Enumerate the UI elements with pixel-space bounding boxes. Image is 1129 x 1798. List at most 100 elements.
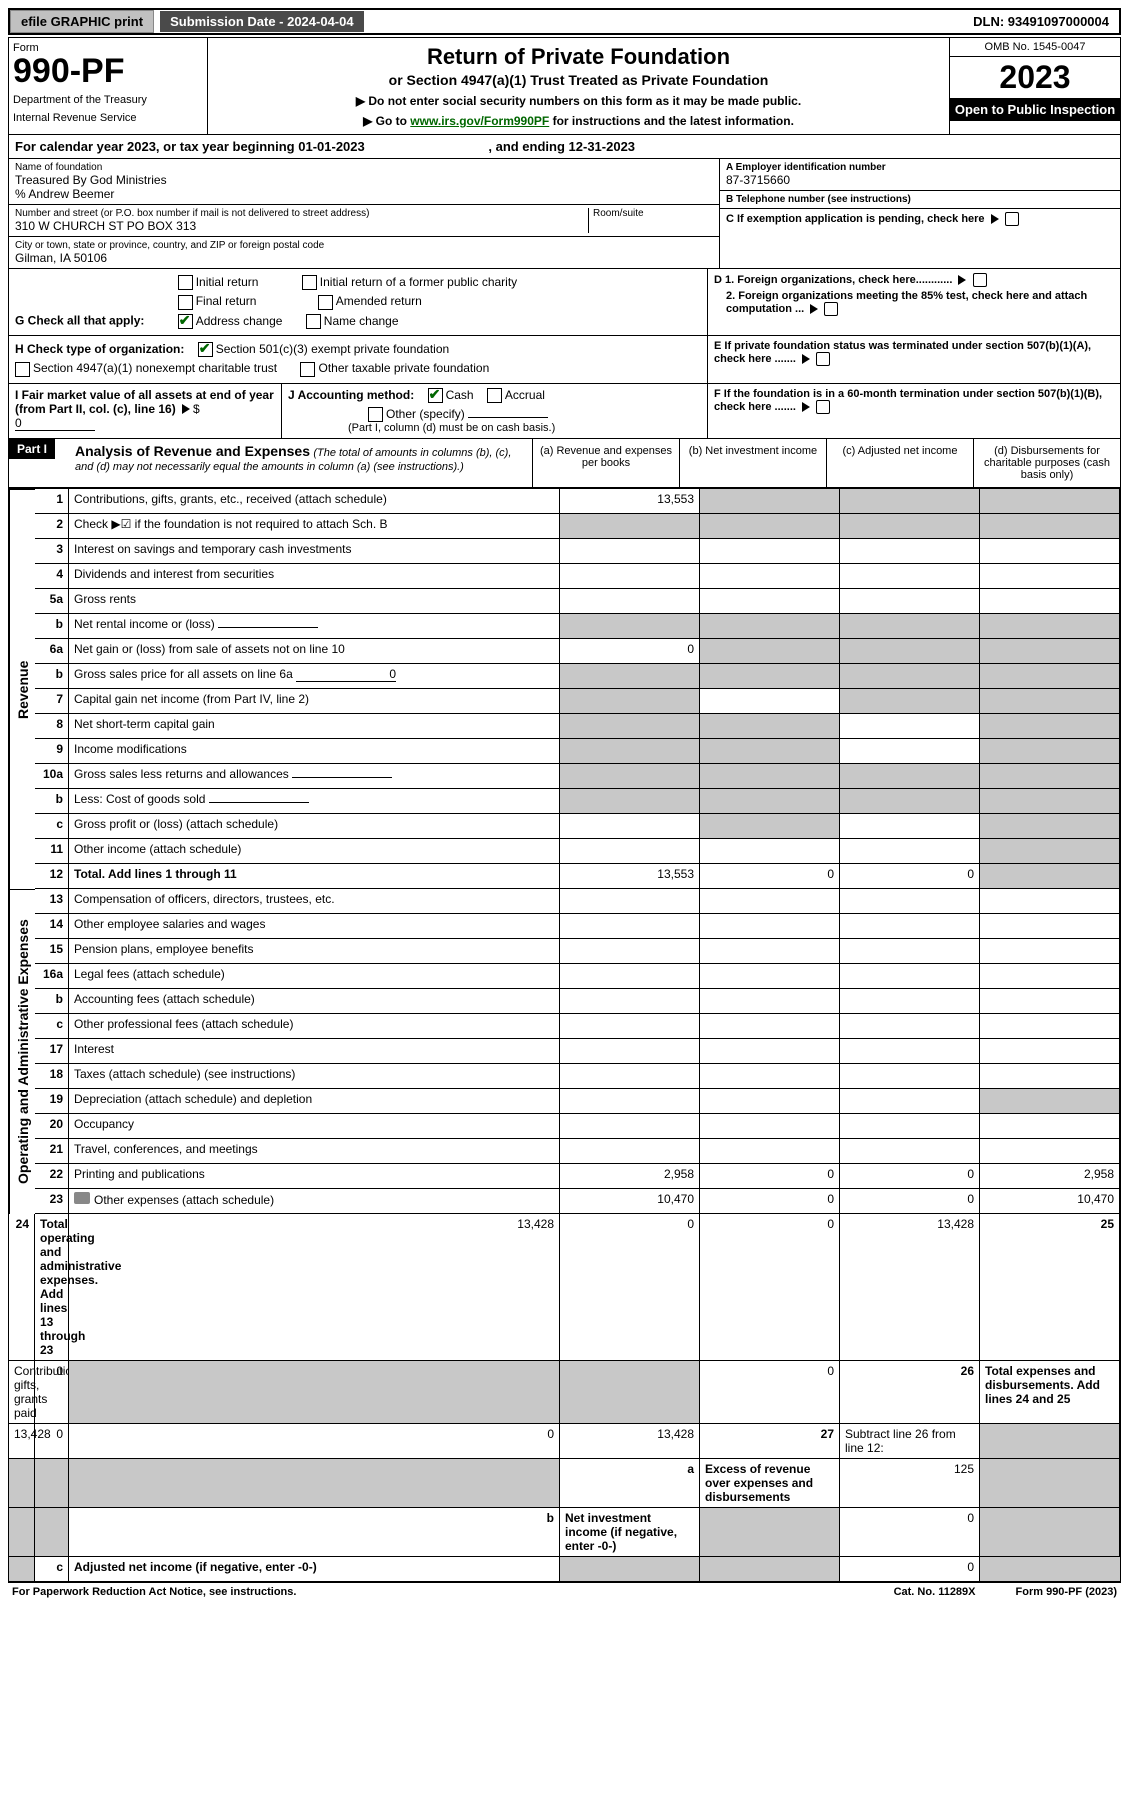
- cell-a: [560, 839, 700, 864]
- line-num: 6a: [35, 639, 69, 664]
- cell-a: [560, 1557, 700, 1582]
- cell-c: [840, 1039, 980, 1064]
- cell-d: [980, 714, 1120, 739]
- link-row: ▶ Go to www.irs.gov/Form990PF for instru…: [218, 114, 939, 128]
- line-num: 11: [35, 839, 69, 864]
- form-title: Return of Private Foundation: [218, 44, 939, 70]
- line-num: 17: [35, 1039, 69, 1064]
- calendar-year-row: For calendar year 2023, or tax year begi…: [9, 135, 1120, 159]
- line-desc: Contributions, gifts, grants paid: [9, 1361, 35, 1424]
- cell-d: [980, 739, 1120, 764]
- line-desc: Legal fees (attach schedule): [69, 964, 560, 989]
- f-termination: F If the foundation is in a 60-month ter…: [708, 384, 1120, 439]
- line-num: c: [35, 814, 69, 839]
- cell-d: 10,470: [980, 1189, 1120, 1214]
- cell-d: [980, 664, 1120, 689]
- cell-b: [700, 1114, 840, 1139]
- form-ref: Form 990-PF (2023): [1016, 1586, 1117, 1598]
- line-num: c: [35, 1014, 69, 1039]
- cell-c: 0: [840, 1164, 980, 1189]
- line-num: 14: [35, 914, 69, 939]
- cell-b: [700, 814, 840, 839]
- cell-b: [69, 1361, 560, 1424]
- cell-a: [560, 1139, 700, 1164]
- j-accounting: J Accounting method: Cash Accrual Other …: [282, 384, 707, 439]
- cell-d: [980, 964, 1120, 989]
- cell-b: [700, 914, 840, 939]
- line-desc: Contributions, gifts, grants, etc., rece…: [69, 489, 560, 514]
- line-desc: Travel, conferences, and meetings: [69, 1139, 560, 1164]
- cb-name-change[interactable]: [306, 314, 321, 329]
- line-desc: Printing and publications: [69, 1164, 560, 1189]
- cb-amended[interactable]: [318, 295, 333, 310]
- cell-d: [980, 789, 1120, 814]
- line-desc: Net short-term capital gain: [69, 714, 560, 739]
- line-num: 19: [35, 1089, 69, 1114]
- line-num: 22: [35, 1164, 69, 1189]
- cell-d: [980, 489, 1120, 514]
- cell-c: 0: [700, 1214, 840, 1361]
- cell-a: [560, 1039, 700, 1064]
- cell-c: [840, 1089, 980, 1114]
- cell-d: 2,958: [980, 1164, 1120, 1189]
- line-desc: Interest on savings and temporary cash i…: [69, 539, 560, 564]
- line-desc: Net rental income or (loss): [69, 614, 560, 639]
- line-num: 5a: [35, 589, 69, 614]
- cb-final[interactable]: [178, 295, 193, 310]
- form-link[interactable]: www.irs.gov/Form990PF: [410, 114, 549, 128]
- cell-d: 13,428: [840, 1214, 980, 1361]
- cell-d: 13,428: [560, 1424, 700, 1459]
- efile-print-button[interactable]: efile GRAPHIC print: [10, 10, 154, 33]
- cell-b: [700, 614, 840, 639]
- form-number: 990-PF: [13, 54, 203, 88]
- cell-b: [700, 764, 840, 789]
- cell-a: [560, 1014, 700, 1039]
- cb-cash[interactable]: [428, 388, 443, 403]
- cell-d: [980, 914, 1120, 939]
- cell-d: [9, 1557, 35, 1582]
- cb-address-change[interactable]: [178, 314, 193, 329]
- cb-4947[interactable]: [15, 362, 30, 377]
- cell-d: [980, 1064, 1120, 1089]
- cb-501c3[interactable]: [198, 342, 213, 357]
- cell-b: [700, 889, 840, 914]
- cell-c: [840, 1064, 980, 1089]
- cell-d: [35, 1508, 69, 1557]
- cb-other-taxable[interactable]: [300, 362, 315, 377]
- cell-a: [560, 689, 700, 714]
- cb-accrual[interactable]: [487, 388, 502, 403]
- line-desc: Other employee salaries and wages: [69, 914, 560, 939]
- cell-b: 0: [560, 1214, 700, 1361]
- cell-b: [700, 1039, 840, 1064]
- paperwork-notice: For Paperwork Reduction Act Notice, see …: [12, 1586, 296, 1598]
- cell-c: 0: [840, 1557, 980, 1582]
- cell-a: [700, 1508, 840, 1557]
- cell-c: [840, 689, 980, 714]
- cell-d: [980, 939, 1120, 964]
- cell-d: [980, 589, 1120, 614]
- c-pending: C If exemption application is pending, c…: [720, 209, 1120, 229]
- dept-treasury: Department of the Treasury: [13, 94, 203, 106]
- cell-d: [980, 689, 1120, 714]
- line-num: 25: [980, 1214, 1120, 1361]
- cell-a: 0: [35, 1361, 69, 1424]
- cell-c: [840, 564, 980, 589]
- line-num: 7: [35, 689, 69, 714]
- cb-initial-former[interactable]: [302, 275, 317, 290]
- form-subtitle: or Section 4947(a)(1) Trust Treated as P…: [218, 72, 939, 88]
- form-id-block: Form 990-PF Department of the Treasury I…: [9, 38, 208, 134]
- cell-c: [560, 1361, 700, 1424]
- cb-other-method[interactable]: [368, 407, 383, 422]
- line-num: 12: [35, 864, 69, 889]
- cell-c: [840, 1139, 980, 1164]
- col-c-header: (c) Adjusted net income: [826, 439, 973, 487]
- line-desc: Pension plans, employee benefits: [69, 939, 560, 964]
- line-num: 23: [35, 1189, 69, 1214]
- col-a-header: (a) Revenue and expenses per books: [532, 439, 679, 487]
- cb-initial[interactable]: [178, 275, 193, 290]
- cell-b: [700, 1139, 840, 1164]
- ein-cell: A Employer identification number 87-3715…: [720, 159, 1120, 191]
- ssn-warning: ▶ Do not enter social security numbers o…: [218, 94, 939, 108]
- line-desc: Net gain or (loss) from sale of assets n…: [69, 639, 560, 664]
- cell-c: [840, 614, 980, 639]
